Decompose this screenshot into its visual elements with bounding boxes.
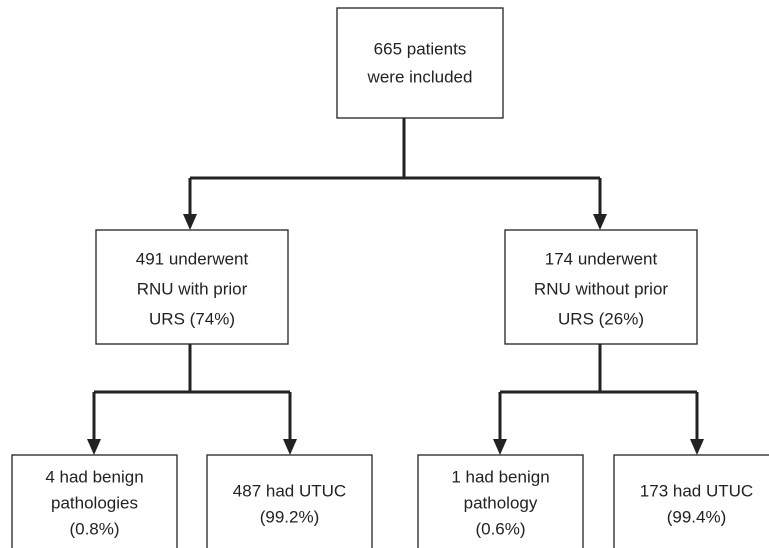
node-label: 491 underwent: [136, 249, 249, 268]
node-label: 173 had UTUC: [640, 481, 753, 500]
node-label: URS (74%): [149, 309, 235, 328]
node-label: 665 patients: [374, 39, 467, 58]
node-box: [11, 454, 178, 548]
node-label: 4 had benign: [45, 467, 143, 486]
node-label: were included: [367, 67, 473, 86]
node-label: URS (26%): [558, 309, 644, 328]
node-label: pathologies: [51, 493, 138, 512]
node-label: (99.4%): [667, 507, 727, 526]
node-label: 1 had benign: [451, 467, 549, 486]
node-label: (0.6%): [475, 519, 525, 538]
node-box: [95, 229, 289, 345]
boxes: 665 patients were included 491 underwent RN…: [11, 7, 769, 548]
node-label: RNU with prior: [137, 279, 248, 298]
node-box: [206, 454, 373, 548]
connectors: [87, 118, 704, 455]
connector: [188, 118, 602, 218]
node-label: (99.2%): [260, 507, 320, 526]
arrowhead: [87, 439, 704, 455]
node-box: [336, 7, 504, 119]
node-label: pathology: [464, 493, 538, 512]
node-label: (0.8%): [69, 519, 119, 538]
arrowhead: [183, 214, 607, 230]
connector: [92, 344, 292, 443]
connector: [498, 344, 699, 443]
node-label: 174 underwent: [545, 249, 658, 268]
node-box: [417, 454, 584, 548]
node-label: 487 had UTUC: [233, 481, 346, 500]
node-box: [504, 229, 698, 345]
node-label: RNU without prior: [534, 279, 668, 298]
node-box: [613, 454, 769, 548]
